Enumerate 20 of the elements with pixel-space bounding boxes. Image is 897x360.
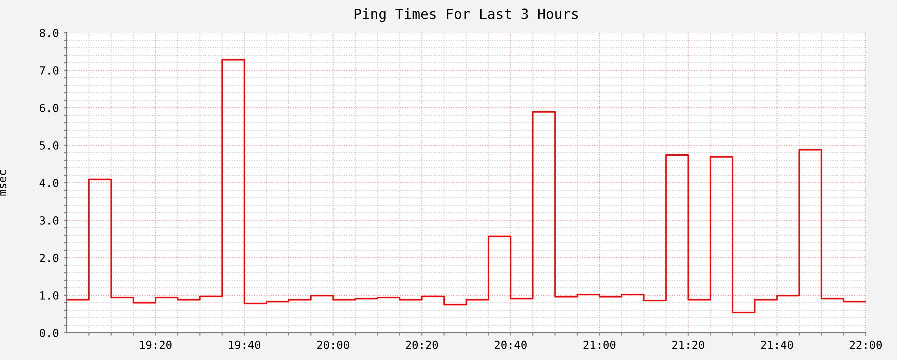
x-tick-label: 22:00	[850, 340, 882, 350]
x-tick-label: 19:20	[140, 340, 172, 350]
y-tick-label: 1.0	[40, 292, 59, 300]
y-tick-label: 3.0	[40, 216, 59, 225]
y-axis-title: msec	[0, 170, 7, 196]
x-tick-label: 21:20	[672, 340, 704, 350]
x-tick-label: 20:00	[317, 340, 350, 350]
x-tick-label: 21:40	[761, 340, 794, 350]
y-tick-label: 5.0	[40, 142, 59, 150]
y-tick-label: 8.0	[40, 29, 59, 38]
y-tick-label: 2.0	[40, 254, 59, 262]
y-tick-label: 4.0	[40, 179, 59, 188]
x-tick-label: 21:00	[584, 340, 616, 350]
x-tick-label: 20:20	[406, 340, 438, 350]
y-tick-label: 0.0	[40, 329, 59, 338]
x-tick-label: 19:40	[229, 340, 261, 350]
x-tick-label: 20:40	[495, 340, 527, 350]
y-tick-label: 7.0	[40, 66, 59, 75]
y-tick-label: 6.0	[40, 104, 59, 112]
chart-title: Ping Times For Last 3 Hours	[354, 8, 578, 22]
